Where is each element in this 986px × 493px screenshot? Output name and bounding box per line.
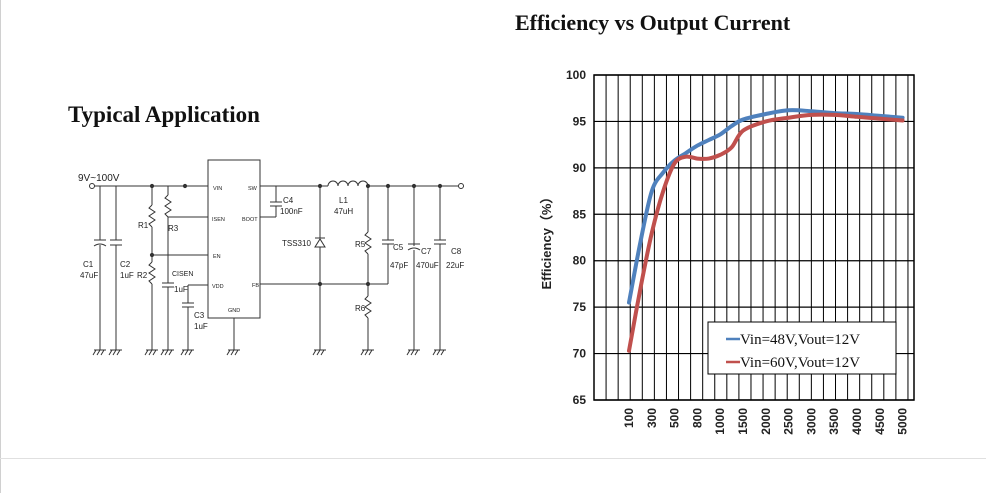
- x-tick-label: 800: [690, 408, 704, 428]
- series-line-1: [627, 112, 905, 353]
- pin-sw-label: SW: [248, 186, 258, 192]
- y-tick-label: 95: [573, 114, 587, 128]
- x-tick-label: 1500: [736, 408, 750, 435]
- pin-gnd-label: GND: [228, 308, 240, 314]
- c1-value: 47uF: [80, 271, 98, 280]
- diode-label: TSS310: [282, 239, 311, 248]
- x-tick-label: 4000: [850, 408, 864, 435]
- r2-label: R2: [137, 271, 148, 280]
- plot-frame: [593, 74, 915, 401]
- legend-entry-48v: Vin=48V,Vout=12V: [740, 332, 860, 348]
- cisen-label: CISEN: [172, 271, 193, 278]
- series-line-0: [627, 108, 905, 305]
- inductor-symbol: [327, 180, 369, 187]
- x-tick-label: 5000: [896, 408, 910, 435]
- c7-label: C7: [421, 247, 432, 256]
- c7-value: 470uF: [416, 261, 439, 270]
- pin-fb-label: FB: [252, 283, 259, 289]
- l1-label: L1: [339, 196, 348, 205]
- x-tick-label: 3000: [804, 408, 818, 435]
- pin-isen-label: ISEN: [212, 217, 225, 223]
- x-ticks: 100 300 500 800 1000 1500 2000 2500 3000 3500 4000…: [622, 408, 910, 435]
- series-layer: [627, 108, 905, 353]
- left-border: [0, 0, 1, 493]
- cisen-value: 1uF: [174, 285, 188, 294]
- pin-vin-label: VIN: [213, 186, 222, 192]
- c5-label: C5: [393, 243, 404, 252]
- l1-value: 47uH: [334, 207, 353, 216]
- pin-en-label: EN: [213, 254, 221, 260]
- y-tick-label: 70: [573, 347, 587, 361]
- r3-label: R3: [168, 224, 179, 233]
- c8-label: C8: [451, 247, 462, 256]
- c3-value: 1uF: [194, 322, 208, 331]
- c2-label: C2: [120, 260, 131, 269]
- c1-label: C1: [83, 260, 94, 269]
- r5-label: R5: [355, 240, 366, 249]
- y-tick-label: 75: [573, 300, 587, 314]
- c4-label: C4: [283, 196, 294, 205]
- x-tick-label: 100: [622, 408, 636, 428]
- y-tick-label: 80: [573, 254, 587, 268]
- x-tick-label: 300: [645, 408, 659, 428]
- bottom-border: [0, 458, 986, 459]
- typical-application-title: Typical Application: [68, 102, 260, 127]
- y-tick-label: 85: [573, 207, 587, 221]
- chart-legend: Vin=48V,Vout=12V Vin=60V,Vout=12V: [707, 321, 897, 375]
- x-tick-label: 2000: [759, 408, 773, 435]
- vout-terminal: [458, 183, 464, 189]
- x-tick-label: 2500: [782, 408, 796, 435]
- legend-entry-60v: Vin=60V,Vout=12V: [740, 355, 860, 371]
- y-tick-label: 65: [573, 393, 587, 407]
- c8-value: 22uF: [446, 261, 464, 270]
- application-schematic: 9V~100V VIN SW ISEN BOOT EN VDD FB GND C…: [78, 159, 464, 356]
- c4-value: 100nF: [280, 207, 303, 216]
- vin-range-label: 9V~100V: [78, 173, 120, 184]
- y-axis-label: Efficiency（%）: [539, 191, 554, 290]
- y-tick-label: 100: [566, 68, 586, 82]
- c5-value: 47pF: [390, 261, 408, 270]
- c3-label: C3: [194, 311, 205, 320]
- r6-label: R6: [355, 304, 366, 313]
- x-tick-label: 4500: [873, 408, 887, 435]
- pin-boot-label: BOOT: [242, 217, 258, 223]
- x-tick-label: 1000: [713, 408, 727, 435]
- x-tick-label: 3500: [827, 408, 841, 435]
- r1-label: R1: [138, 221, 149, 230]
- ground-symbols: [92, 349, 446, 356]
- c2-value: 1uF: [120, 271, 134, 280]
- pin-vdd-label: VDD: [212, 284, 224, 290]
- chart-title: Efficiency vs Output Current: [515, 10, 791, 35]
- legend-box: [707, 321, 897, 375]
- y-tick-label: 90: [573, 161, 587, 175]
- x-tick-label: 500: [668, 408, 682, 428]
- y-ticks: 65 70 75 80 85 90 95 100: [566, 68, 586, 407]
